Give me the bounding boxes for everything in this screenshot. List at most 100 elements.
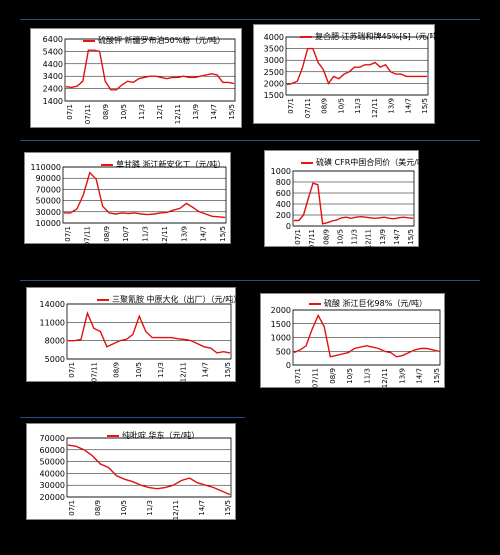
x-tick-label: 11/3 bbox=[351, 229, 359, 245]
x-tick-label: 11/3 bbox=[138, 104, 146, 120]
legend-label: 硫磺 CFR中国合同价（美元/吨） bbox=[316, 158, 433, 167]
x-tick-label: 08/9 bbox=[329, 368, 337, 384]
x-tick-label: 12/11 bbox=[365, 229, 373, 248]
y-tick-label: 0 bbox=[286, 361, 291, 370]
plot-area bbox=[66, 303, 232, 360]
y-tick-label: 4400 bbox=[43, 60, 63, 69]
legend: 硫酸钾 新疆罗布泊50%粉（元/吨） bbox=[83, 35, 225, 46]
x-tick-label: 07/11 bbox=[83, 226, 91, 245]
y-tick-label: 60000 bbox=[40, 446, 65, 455]
x-tick-label: 15/5 bbox=[433, 368, 441, 384]
chart-panel: 0 200 400 600 800 1000 07/1 07/11 08/9 10/5 11/3 12… bbox=[264, 150, 433, 248]
separator-line bbox=[20, 19, 480, 20]
y-tick-label: 30000 bbox=[40, 481, 65, 490]
x-tick-label: 14/7 bbox=[210, 104, 218, 120]
y-tick-label: 2000 bbox=[264, 79, 284, 88]
x-tick-label: 10/5 bbox=[120, 500, 128, 516]
x-tick-label: 07/1 bbox=[64, 226, 72, 242]
series-line bbox=[65, 49, 235, 91]
series-line bbox=[68, 310, 231, 354]
y-tick-label: 20000 bbox=[40, 493, 65, 502]
x-tick-label: 08/9 bbox=[321, 98, 329, 114]
y-tick-label: 5400 bbox=[43, 47, 63, 56]
x-tick-label: 13/9 bbox=[192, 104, 200, 120]
separator-line bbox=[20, 417, 245, 418]
x-tick-label: 08/9 bbox=[103, 226, 111, 242]
y-tick-label: 90000 bbox=[36, 174, 61, 183]
x-tick-label: 07/1 bbox=[294, 368, 302, 384]
x-tick-label: 15/5 bbox=[228, 104, 236, 120]
y-tick-label: 0 bbox=[286, 222, 291, 231]
x-tick-label: 14/7 bbox=[198, 500, 206, 516]
x-tick-label: 11/3 bbox=[354, 98, 362, 114]
x-tick-label: 07/11 bbox=[84, 104, 92, 124]
legend-label: 硫酸 浙江巨化98%（元/吨） bbox=[324, 299, 428, 308]
y-tick-label: 5000 bbox=[45, 355, 65, 364]
line-chart: 20000 30000 40000 50000 60000 70000 07/1 08/9 10… bbox=[40, 434, 232, 520]
legend-swatch bbox=[300, 35, 312, 38]
y-tick-label: 110000 bbox=[30, 163, 61, 172]
y-tick-label: 1500 bbox=[264, 91, 284, 100]
x-tick-label: 08/9 bbox=[102, 104, 110, 120]
x-tick-label: 12/11 bbox=[174, 104, 182, 124]
x-tick-label: 12/11 bbox=[172, 500, 180, 520]
x-tick-label: 07/1 bbox=[294, 229, 302, 245]
series-line bbox=[67, 444, 231, 496]
x-tick-label: 10/5 bbox=[346, 368, 354, 384]
x-tick-label: 07/1 bbox=[68, 500, 76, 516]
x-tick-label: 13/9 bbox=[398, 368, 406, 384]
x-tick-label: 10/5 bbox=[135, 362, 143, 378]
y-tick-label: 400 bbox=[276, 200, 291, 209]
y-tick-label: 50000 bbox=[40, 458, 65, 467]
y-tick-label: 1400 bbox=[43, 97, 63, 106]
x-tick-label: 08/9 bbox=[94, 500, 102, 516]
line-chart: 0 500 1000 1500 2000 07/1 07/11 08/9 10/5 11/3 12/… bbox=[271, 306, 441, 388]
separator-line bbox=[20, 280, 480, 281]
y-tick-label: 30000 bbox=[36, 208, 61, 217]
legend-swatch bbox=[97, 298, 109, 301]
legend: 复合肥 江苏瑞和牌45%[S]（元/吨） bbox=[300, 31, 445, 42]
legend-swatch bbox=[309, 302, 321, 305]
x-tick-label: 07/11 bbox=[90, 362, 98, 382]
x-tick-label: 14/7 bbox=[200, 226, 208, 242]
series-line bbox=[286, 47, 427, 86]
x-tick-label: 10/7 bbox=[122, 226, 130, 242]
x-tick-label: 12/11 bbox=[161, 226, 169, 245]
legend-swatch bbox=[101, 163, 113, 166]
legend-label: 三聚氰胺 中原大化（出厂）（元/吨） bbox=[112, 295, 242, 304]
x-tick-label: 14/7 bbox=[416, 368, 424, 384]
y-tick-label: 2400 bbox=[43, 85, 63, 94]
separator-line bbox=[20, 140, 480, 141]
x-tick-label: 07/11 bbox=[311, 368, 319, 388]
x-tick-label: 15/5 bbox=[219, 226, 227, 242]
y-tick-label: 70000 bbox=[36, 185, 61, 194]
legend-label: 复合肥 江苏瑞和牌45%[S]（元/吨） bbox=[315, 32, 446, 41]
chart-panel: 10000 30000 50000 70000 90000 110000 07/1 07/11… bbox=[24, 152, 231, 245]
y-tick-label: 600 bbox=[276, 189, 291, 198]
y-tick-label: 14000 bbox=[40, 300, 65, 309]
y-tick-label: 10000 bbox=[36, 219, 61, 228]
x-tick-label: 07/11 bbox=[304, 98, 312, 118]
line-chart: 1400 2400 3400 4400 5400 6400 07/1 07/11 08/9 10/… bbox=[43, 35, 236, 124]
x-tick-label: 08/9 bbox=[113, 362, 121, 378]
legend: 草甘膦 浙江新安化工（元/吨） bbox=[101, 159, 225, 170]
x-tick-label: 11/3 bbox=[364, 368, 372, 384]
line-chart: 5000 8000 11000 14000 07/1 07/11 08/9 10/5 11/3 1… bbox=[40, 300, 232, 382]
series-line bbox=[293, 313, 440, 358]
y-tick-label: 3500 bbox=[264, 45, 284, 54]
x-tick-label: 07/11 bbox=[308, 229, 316, 248]
x-tick-label: 14/7 bbox=[404, 98, 412, 114]
y-tick-label: 6400 bbox=[43, 35, 63, 44]
line-chart: 10000 30000 50000 70000 90000 110000 07/1 07/11… bbox=[30, 163, 227, 245]
line-chart: 1500 2000 2500 3000 3500 4000 07/1 07/11 08/9 10/… bbox=[264, 33, 429, 118]
x-tick-label: 10/5 bbox=[120, 104, 128, 120]
y-tick-label: 500 bbox=[276, 347, 291, 356]
line-chart: 0 200 400 600 800 1000 07/1 07/11 08/9 10/5 11/3 12… bbox=[271, 167, 415, 248]
legend: 纯吡啶 华东（元/吨） bbox=[107, 430, 199, 441]
y-tick-label: 1000 bbox=[271, 334, 291, 343]
y-tick-label: 8000 bbox=[45, 337, 65, 346]
x-tick-label: 07/1 bbox=[287, 98, 295, 114]
legend-label: 草甘膦 浙江新安化工（元/吨） bbox=[116, 160, 226, 169]
legend: 三聚氰胺 中原大化（出厂）（元/吨） bbox=[97, 294, 241, 305]
x-tick-label: 12/11 bbox=[179, 362, 187, 382]
